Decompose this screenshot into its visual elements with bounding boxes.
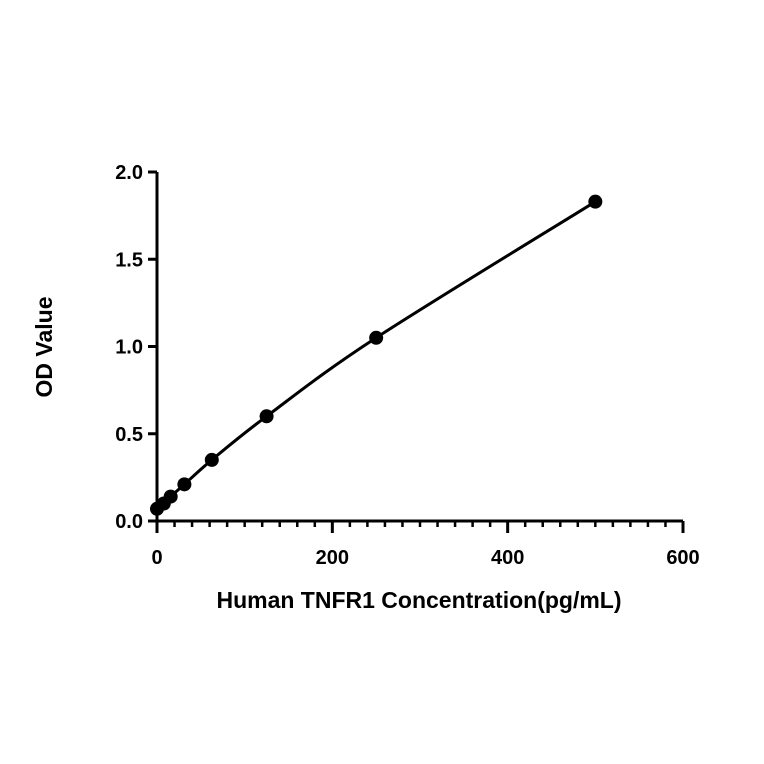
fit-curve xyxy=(156,200,597,510)
data-point xyxy=(177,477,192,492)
axes-layer xyxy=(148,170,685,533)
data-point xyxy=(163,489,178,504)
y-tick-label: 2.0 xyxy=(115,162,143,184)
y-axis-title: OD Value xyxy=(31,297,57,398)
data-point xyxy=(369,330,384,345)
tick-labels-layer: 0.0 0.5 1.0 1.5 2.0 0 200 400 600 xyxy=(115,162,700,569)
y-tick-label: 1.0 xyxy=(115,337,143,359)
data-point xyxy=(259,409,274,424)
data-point xyxy=(588,194,603,209)
data-points-layer xyxy=(150,194,603,516)
y-tick-label: 0.0 xyxy=(115,511,143,533)
y-tick-label: 0.5 xyxy=(115,424,143,446)
fit-curve-layer xyxy=(156,200,597,510)
x-tick-label: 200 xyxy=(316,547,349,569)
x-tick-label: 400 xyxy=(491,547,524,569)
y-tick-label: 1.5 xyxy=(115,249,143,271)
x-tick-label: 0 xyxy=(151,547,162,569)
data-point xyxy=(204,452,219,467)
x-tick-label: 600 xyxy=(666,547,699,569)
x-axis-title: Human TNFR1 Concentration(pg/mL) xyxy=(216,587,621,613)
